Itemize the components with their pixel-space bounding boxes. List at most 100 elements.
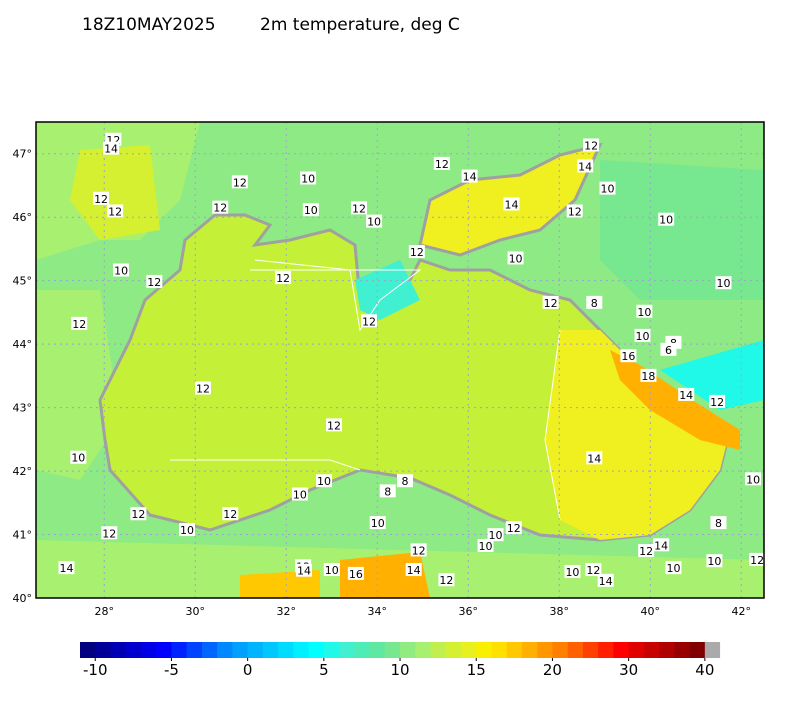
contour-label: 12 <box>362 315 376 328</box>
contour-label: 12 <box>412 544 426 557</box>
contour-label-bg <box>566 204 583 218</box>
colorbar-box <box>659 642 675 658</box>
contour-label-bg <box>369 516 386 530</box>
colorbar-box <box>140 642 157 658</box>
contour-label: 10 <box>637 306 651 319</box>
colorbar-box <box>628 642 645 658</box>
contour-label: 10 <box>489 529 503 542</box>
contour-label: 14 <box>59 562 73 575</box>
colorbar: -10 -5 0 5 10 15 20 30 40 <box>80 642 721 679</box>
contour-label: 8 <box>402 475 409 488</box>
contour-label: 12 <box>435 158 449 171</box>
contour-label: 10 <box>717 277 731 290</box>
land-hot <box>240 570 320 598</box>
contour-line <box>170 329 561 521</box>
contour-label: 12 <box>94 193 108 206</box>
contour-label-bg <box>505 521 522 535</box>
contour-label: 12 <box>108 205 122 218</box>
colorbar-label: 5 <box>319 661 329 679</box>
contour-label-bg <box>316 474 333 488</box>
contour-label-bg <box>410 543 427 557</box>
contour-label: 12 <box>102 527 116 540</box>
contour-label: 14 <box>679 389 693 402</box>
contour-label-bg <box>347 566 364 580</box>
colorbar-box <box>582 642 599 658</box>
contour-label: 12 <box>439 574 453 587</box>
colorbar-box <box>323 642 340 658</box>
colorbar-label: 0 <box>243 661 253 679</box>
colorbar-box <box>278 642 294 658</box>
contour-label: 10 <box>293 489 307 502</box>
contour-label-bg <box>503 197 520 211</box>
contour-label-bg <box>433 156 450 170</box>
contour-label: 18 <box>641 370 655 383</box>
lon-tick-label: 38° <box>550 605 570 618</box>
contour-label: 10 <box>565 566 579 579</box>
lon-tick-label: 42° <box>732 605 752 618</box>
contour-label-bg <box>710 516 727 530</box>
contour-label-bg <box>658 212 675 226</box>
contour-label: 8 <box>591 297 598 310</box>
colorbar-box <box>537 642 553 658</box>
colorbar-box <box>689 642 706 658</box>
contour-label: 8 <box>384 485 391 498</box>
contour-label-bg <box>585 563 602 577</box>
colorbar-box <box>461 642 477 658</box>
lat-tick-label: 40° <box>13 592 33 605</box>
colorbar-box <box>552 642 569 658</box>
contour-label-bg <box>295 563 312 577</box>
colorbar-label: 10 <box>390 661 409 679</box>
colorbar-label: -5 <box>164 661 179 679</box>
contour-label-bg <box>577 159 594 173</box>
colorbar-box <box>217 642 233 658</box>
contour-label: 14 <box>578 160 592 173</box>
contour-label: 14 <box>504 199 518 212</box>
contour-label-bg <box>461 169 478 183</box>
contour-label-bg <box>583 138 600 152</box>
contour-label-bg <box>599 181 616 195</box>
lon-tick-label: 30° <box>186 605 206 618</box>
sea-warm <box>545 330 730 540</box>
contour-label-bg <box>179 523 196 537</box>
colorbar-box <box>293 642 310 658</box>
contour-label-bg <box>70 450 87 464</box>
contour-label: 14 <box>297 565 311 578</box>
contour-label: 16 <box>621 350 635 363</box>
contour-label-bg <box>638 544 655 558</box>
contour-label: 10 <box>479 540 493 553</box>
colorbar-box <box>567 642 584 658</box>
colorbar-label: -10 <box>83 661 108 679</box>
contour-label-bg <box>745 472 762 486</box>
colorbar-box <box>430 642 447 658</box>
colorbar-overflow <box>704 642 721 658</box>
contour-label-bg <box>212 200 229 214</box>
contour-label: 10 <box>317 475 331 488</box>
contour-label-bg <box>749 552 766 566</box>
contour-label: 12 <box>196 383 210 396</box>
contour-label-bg <box>542 295 559 309</box>
colorbar-box <box>156 642 172 658</box>
contour-label-bg <box>408 245 425 259</box>
contour-label: 10 <box>666 562 680 575</box>
contour-label-bg <box>361 314 378 328</box>
contour-label: 10 <box>180 524 194 537</box>
colorbar-box <box>247 642 264 658</box>
contour-label-bg <box>660 342 677 356</box>
lon-tick-label: 34° <box>368 605 388 618</box>
contour-label: 10 <box>301 172 315 185</box>
crimea-cool <box>355 260 420 320</box>
contour-label-bg <box>194 381 211 395</box>
colorbar-box <box>186 642 203 658</box>
contour-label: 10 <box>600 183 614 196</box>
contour-label-bg <box>640 368 657 382</box>
contour-label-bg <box>438 573 455 587</box>
contour-label-bg <box>597 573 614 587</box>
colorbar-box <box>339 642 355 658</box>
contour-label: 12 <box>710 396 724 409</box>
contour-label: 14 <box>104 143 118 156</box>
contour-label-bg <box>275 271 292 285</box>
colorbar-box <box>598 642 614 658</box>
colorbar-box <box>232 642 249 658</box>
